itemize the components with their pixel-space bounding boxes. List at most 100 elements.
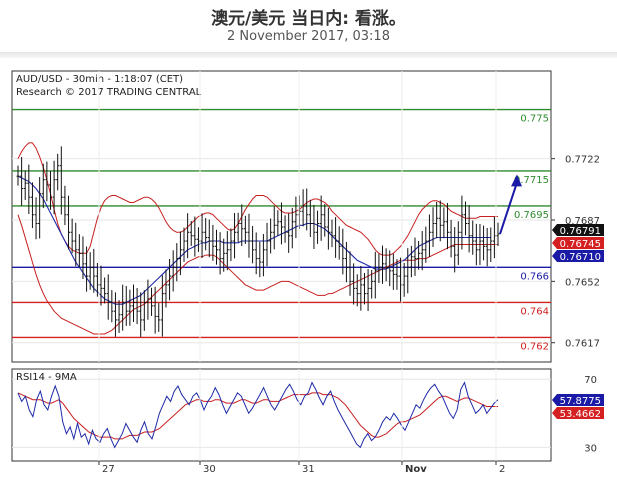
price-bar — [319, 195, 323, 241]
price-bar — [456, 221, 460, 265]
price-bar — [326, 207, 330, 250]
rsi-badge: 57.8775 — [552, 394, 604, 407]
price-bar — [222, 238, 226, 272]
price-bar — [348, 251, 352, 296]
price-badge-shape — [552, 250, 604, 262]
price-bar — [366, 269, 370, 311]
price-bar — [63, 185, 67, 226]
price-bar — [464, 201, 468, 236]
price-bar — [150, 287, 154, 316]
moving-average-line — [17, 175, 491, 305]
price-bar — [164, 269, 168, 308]
price-bar — [59, 146, 63, 215]
rsi-title: RSI14 - 9MA — [16, 372, 77, 383]
price-bar — [362, 272, 366, 305]
price-bar — [431, 207, 435, 247]
price-bar — [420, 231, 424, 271]
chart-source: Research © 2017 TRADING CENTRAL — [16, 87, 202, 98]
price-badge-label: 0.76710 — [560, 252, 601, 263]
price-bar — [175, 243, 179, 282]
price-bar — [23, 170, 27, 200]
price-bar — [312, 204, 316, 250]
price-bar — [381, 245, 385, 284]
time-tick-label: 27 — [102, 464, 115, 475]
price-bar — [485, 228, 489, 267]
report-date: 2 November 2017, 03:18 — [227, 29, 390, 44]
price-bar — [334, 217, 338, 258]
price-bar — [41, 163, 45, 209]
rsi-badge-label: 53.4662 — [560, 409, 601, 420]
forecast-arrow-head — [511, 174, 522, 187]
rsi-badge-shape — [552, 407, 604, 419]
price-bar — [207, 219, 211, 258]
price-bar — [496, 222, 500, 246]
report-header: 澳元/美元 当日内: 看涨。 2 November 2017, 03:18 — [0, 0, 617, 52]
price-bar — [135, 288, 139, 325]
price-bar — [377, 253, 381, 284]
price-tick-label: 0.7722 — [565, 155, 600, 166]
price-badge-shape — [552, 224, 604, 236]
price-bar — [406, 248, 410, 294]
time-tick-label: 31 — [302, 464, 315, 475]
price-bar — [449, 219, 453, 258]
price-bar — [290, 207, 294, 249]
price-bar — [323, 204, 327, 237]
price-bar — [193, 216, 197, 257]
price-bar — [85, 246, 89, 292]
price-bar — [131, 284, 135, 322]
price-bar — [186, 213, 190, 259]
price-bar — [409, 245, 413, 278]
price-bar — [384, 248, 388, 282]
price-bar — [435, 201, 439, 239]
price-bar — [124, 286, 128, 326]
rsi-line — [17, 381, 499, 449]
price-bar — [261, 234, 265, 277]
price-bar — [103, 277, 107, 304]
rsi-badge-shape — [552, 394, 604, 406]
price-bar — [113, 292, 117, 337]
price-bar — [178, 231, 182, 276]
price-bar — [373, 251, 377, 299]
price-bar — [142, 290, 146, 331]
rsi-ma-line — [17, 392, 498, 440]
price-bar — [341, 228, 345, 275]
price-bar — [92, 248, 96, 293]
price-bar — [474, 223, 478, 266]
price-bar — [489, 227, 493, 263]
rsi-lines — [17, 381, 499, 449]
price-bar — [352, 263, 356, 305]
price-bar — [45, 161, 49, 202]
price-bar — [81, 236, 85, 280]
price-bar — [359, 265, 363, 311]
price-bar — [52, 160, 56, 215]
price-bar — [438, 200, 442, 242]
price-bar — [218, 232, 222, 275]
price-bar — [370, 270, 374, 299]
level-label: 0.7715 — [514, 175, 549, 186]
price-bar — [279, 202, 283, 245]
price-axis: 0.7722 0.7687 0.7652 0.7617 — [551, 155, 600, 350]
price-bar — [247, 213, 251, 258]
price-bar — [240, 204, 244, 247]
price-bar — [30, 182, 34, 229]
price-bar — [478, 224, 482, 266]
price-bar — [99, 265, 103, 306]
price-bar — [16, 165, 20, 186]
chart-title: AUD/USD - 30min - 1:18:07 (CET) — [16, 74, 183, 85]
price-bar — [254, 232, 258, 275]
price-bar — [243, 215, 247, 244]
price-bar — [182, 227, 186, 262]
rsi-tick-label: 30 — [584, 443, 597, 454]
price-badge: 0.76745 — [552, 237, 604, 250]
price-bar — [482, 225, 486, 261]
price-bar — [424, 226, 428, 263]
price-bar — [283, 215, 287, 243]
price-bar — [265, 222, 269, 267]
price-bar — [460, 195, 464, 250]
time-tick-label: 30 — [203, 464, 216, 475]
rsi-panel-frame — [11, 368, 552, 462]
price-bar — [38, 177, 42, 239]
price-bar — [110, 289, 114, 323]
price-bar — [471, 220, 475, 255]
